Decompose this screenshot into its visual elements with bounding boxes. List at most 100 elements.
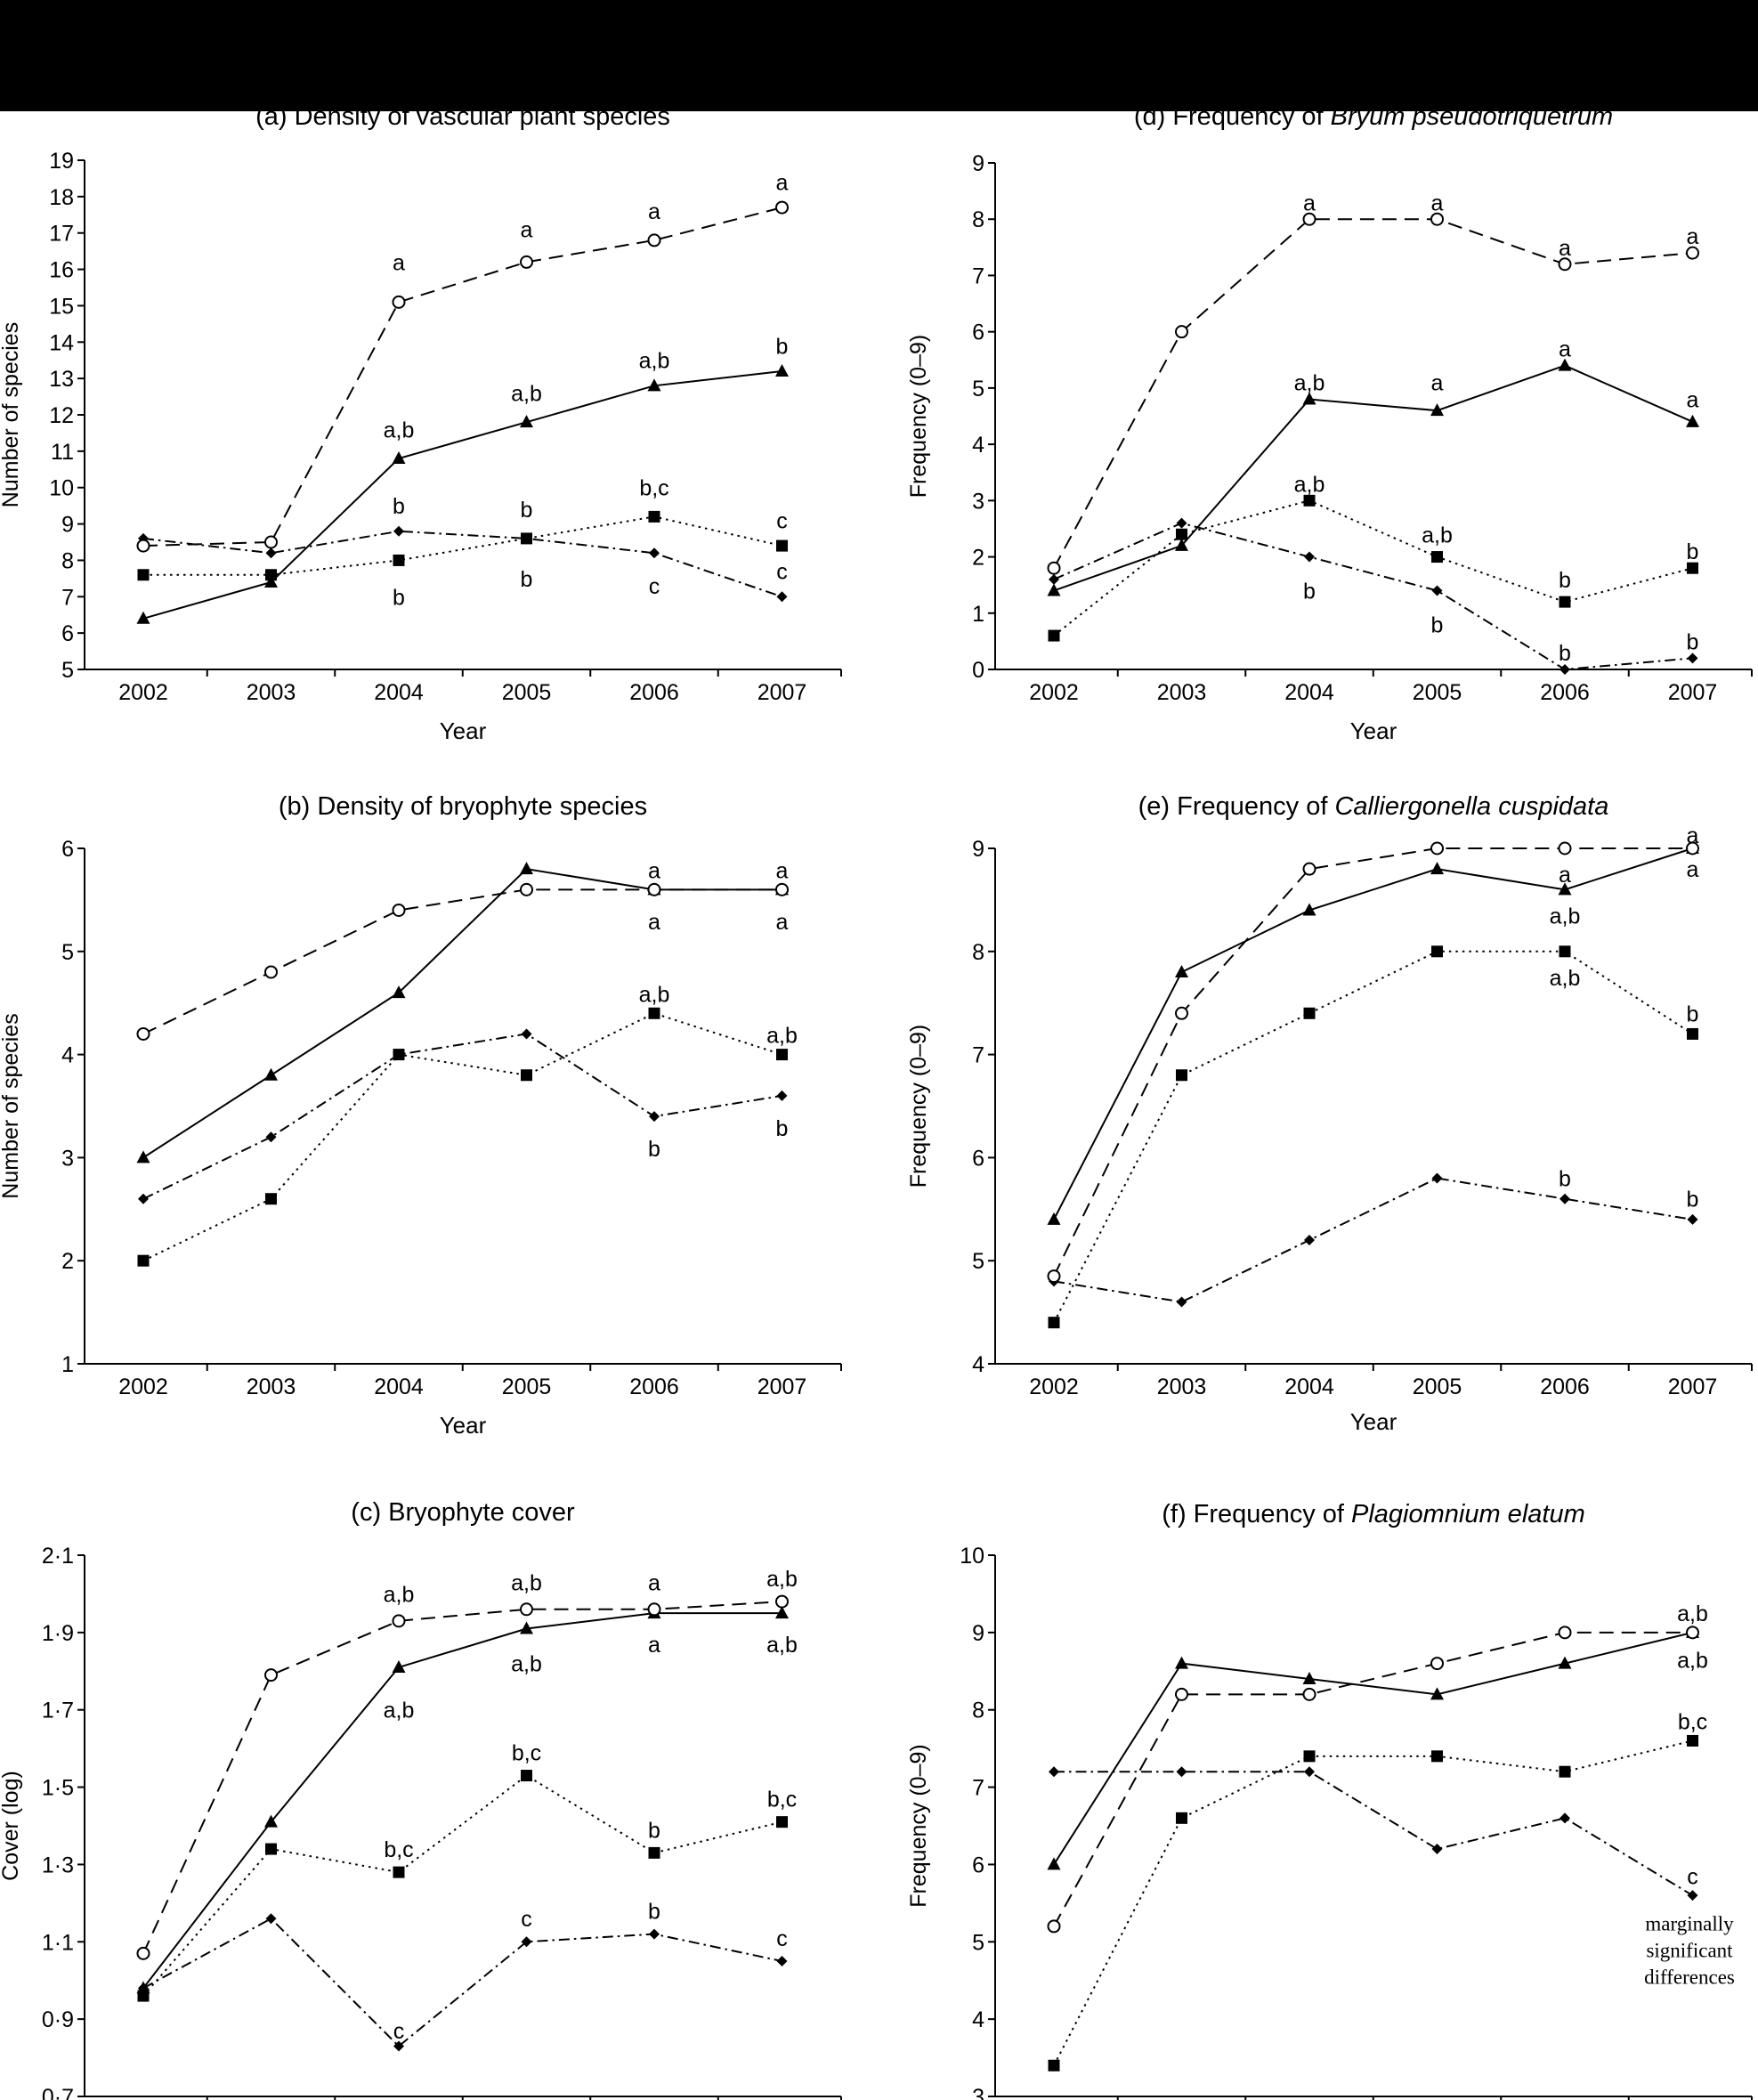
data-point-triangle: [520, 1621, 533, 1634]
significance-note: marginally: [1645, 1912, 1734, 1934]
data-point-diamond: [1176, 1766, 1187, 1778]
significance-label: c: [521, 1907, 532, 1932]
series-line-diamond: [142, 1033, 782, 1200]
y-tick-label: 6: [972, 1146, 984, 1171]
series-line-diamond: [142, 530, 782, 598]
data-point-diamond: [265, 1913, 277, 1925]
data-point-triangle: [775, 1606, 789, 1619]
data-point-square: [1303, 494, 1316, 507]
chart-title: (d) Frequency of Bryum pseudotriquetrum: [1134, 102, 1613, 131]
significance-label: a,b: [766, 1633, 798, 1658]
significance-label: b: [1687, 1188, 1699, 1212]
data-point-square: [1559, 945, 1571, 958]
y-tick-label: 4: [972, 433, 984, 458]
data-point-circle-open: [1558, 1626, 1572, 1640]
data-point-circle-open: [1047, 1919, 1061, 1934]
data-point-triangle: [1430, 403, 1444, 417]
data-point-triangle: [136, 1150, 150, 1164]
series-line-diamond: [1053, 1177, 1693, 1303]
data-point-triangle: [392, 985, 406, 999]
data-point-circle-open: [1175, 1687, 1188, 1701]
y-tick-label: 17: [49, 222, 74, 247]
y-tick-label: 3: [972, 2085, 984, 2100]
data-point-diamond: [776, 591, 788, 603]
data-point-square: [1303, 1750, 1316, 1763]
x-tick-label: 2007: [757, 680, 807, 705]
y-tick-label: 7: [61, 585, 74, 610]
data-point-triangle: [1430, 862, 1444, 875]
data-point-triangle: [1430, 1687, 1444, 1700]
significance-label: a,b: [1677, 1648, 1708, 1673]
y-tick-label: 1·3: [42, 1853, 74, 1877]
data-point-diamond: [265, 1131, 277, 1143]
y-tick-label: 6: [972, 320, 984, 345]
data-point-triangle: [392, 1659, 406, 1673]
chart-title: (c) Bryophyte cover: [351, 1498, 575, 1527]
data-point-square: [1431, 945, 1443, 958]
y-tick-label: 7: [972, 1776, 984, 1801]
data-point-square: [1048, 629, 1060, 642]
data-point-triangle: [1686, 414, 1699, 427]
y-tick-label: 1·7: [42, 1699, 74, 1723]
x-tick-label: 2004: [374, 1374, 424, 1399]
y-tick-label: 0: [972, 658, 984, 683]
data-point-square: [1176, 1812, 1187, 1824]
data-point-square: [1687, 1027, 1698, 1040]
data-point-diamond: [1687, 653, 1698, 664]
y-tick-label: 4: [972, 1352, 984, 1377]
y-tick-label: 12: [49, 403, 74, 428]
series-line-diamond: [1054, 1771, 1694, 1897]
x-tick-label: 2007: [1668, 1374, 1718, 1399]
data-point-circle-open: [392, 903, 406, 917]
x-axis-label: Year: [1350, 718, 1397, 744]
chart-title: (e) Frequency of Calliergonella cuspidat…: [1138, 792, 1609, 821]
significance-label: b,c: [1678, 1710, 1707, 1735]
data-point-triangle: [1302, 903, 1316, 916]
data-point-circle-open: [647, 882, 661, 896]
significance-label: a,b: [766, 1024, 798, 1049]
data-point-circle-open: [1558, 841, 1572, 855]
x-tick-label: 2003: [1157, 1374, 1207, 1399]
significance-label: a,b: [1294, 472, 1325, 497]
data-point-square: [393, 554, 405, 566]
x-tick-label: 2004: [374, 680, 424, 705]
data-point-diamond: [1176, 517, 1187, 529]
x-tick-label: 2003: [247, 680, 296, 705]
series-line-triangle: [1053, 364, 1693, 592]
y-tick-label: 11: [51, 440, 74, 465]
data-point-diamond: [138, 1193, 149, 1204]
data-point-diamond: [265, 547, 277, 559]
significance-label: a: [648, 910, 660, 935]
data-point-square: [1431, 1750, 1443, 1763]
data-point-triangle: [136, 611, 150, 624]
data-point-circle-open: [1430, 212, 1444, 226]
data-point-square: [521, 532, 532, 545]
data-point-square: [648, 510, 660, 523]
data-point-diamond: [649, 547, 660, 559]
data-point-diamond: [776, 1956, 788, 1966]
y-tick-label: 2: [972, 546, 984, 571]
significance-label: c: [776, 560, 788, 585]
data-point-circle-open: [1686, 841, 1699, 855]
x-tick-label: 2005: [1413, 680, 1462, 705]
x-tick-label: 2002: [118, 680, 168, 705]
significance-label: a: [1687, 823, 1699, 848]
significance-label: b,c: [384, 1837, 413, 1862]
data-point-triangle: [264, 1067, 278, 1081]
significance-label: a: [1687, 857, 1699, 882]
y-tick-label: 8: [972, 1699, 984, 1723]
data-point-diamond: [521, 1028, 532, 1040]
significance-label: b: [648, 1137, 660, 1162]
data-point-circle-open: [1302, 862, 1316, 876]
series-line-circle-open: [142, 1601, 782, 1954]
data-point-square: [1559, 1765, 1571, 1778]
y-tick-label: 9: [972, 837, 984, 862]
data-point-circle-open: [264, 1668, 278, 1682]
y-tick-label: 10: [960, 1544, 984, 1569]
data-point-square: [648, 1007, 660, 1019]
chart-panel-e: 4 5 6 7 8 9 2002 2003 2004 2005 2006 2007 (e) Freque…: [906, 792, 1753, 1435]
data-point-square: [137, 569, 150, 581]
y-tick-label: 9: [972, 1621, 984, 1646]
y-tick-label: 6: [61, 621, 74, 646]
